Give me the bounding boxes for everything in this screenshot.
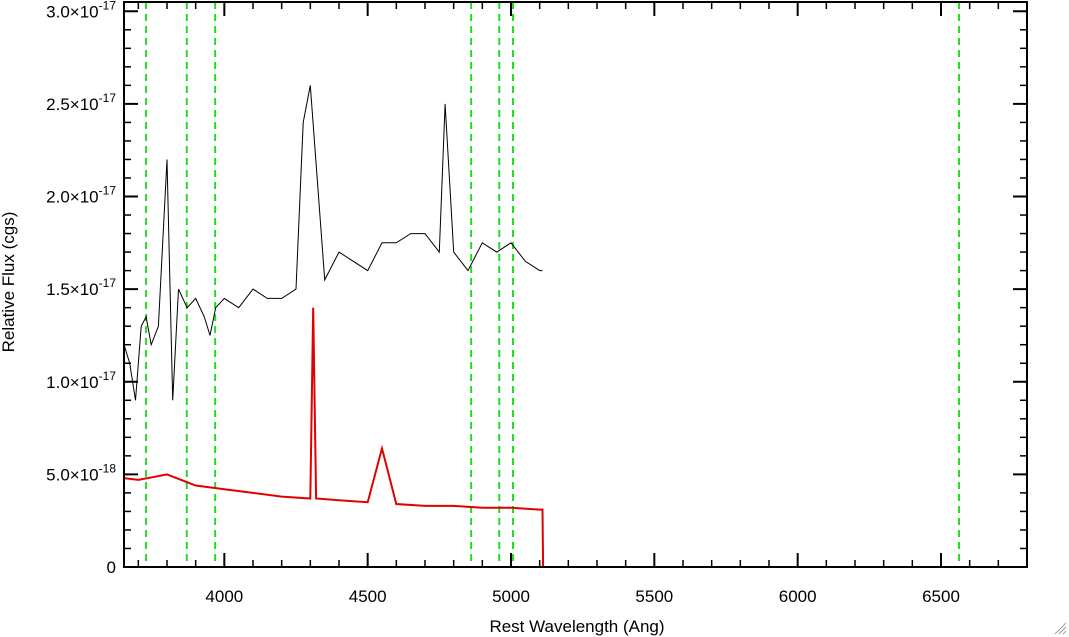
y-tick-label: 1.5×10-17 xyxy=(46,276,116,299)
plot-frame xyxy=(123,1,1028,568)
emission-line-markers xyxy=(145,2,961,567)
x-tick-label: 6500 xyxy=(922,587,960,606)
spectrum-flux-line xyxy=(123,85,543,401)
y-tick-label: 5.0×10-18 xyxy=(46,461,116,484)
y-tick-label: 3.0×10-17 xyxy=(46,0,116,21)
y-tick-label: 0 xyxy=(107,558,116,577)
x-tick-label: 6000 xyxy=(779,587,817,606)
y-tick-label: 2.5×10-17 xyxy=(46,91,116,114)
resize-grip-icon[interactable] xyxy=(1053,621,1067,635)
y-tick-label: 2.0×10-17 xyxy=(46,184,116,207)
y-tick-label: 1.0×10-17 xyxy=(46,369,116,392)
x-axis-label: Rest Wavelength (Ang) xyxy=(489,617,664,636)
x-tick-label: 5500 xyxy=(635,587,673,606)
x-tick-label: 4500 xyxy=(349,587,387,606)
y-axis-label: Relative Flux (cgs) xyxy=(0,212,18,353)
tick-labels: 4000 4500 5000 5500 6000 6500 0 5.0×10-18 1.0×10… xyxy=(46,0,960,606)
x-tick-label: 5000 xyxy=(492,587,530,606)
spectrum-model-line xyxy=(123,307,1027,568)
plot-axes xyxy=(123,1,1028,568)
spectrum-series xyxy=(123,85,1027,568)
x-tick-label: 4000 xyxy=(205,587,243,606)
